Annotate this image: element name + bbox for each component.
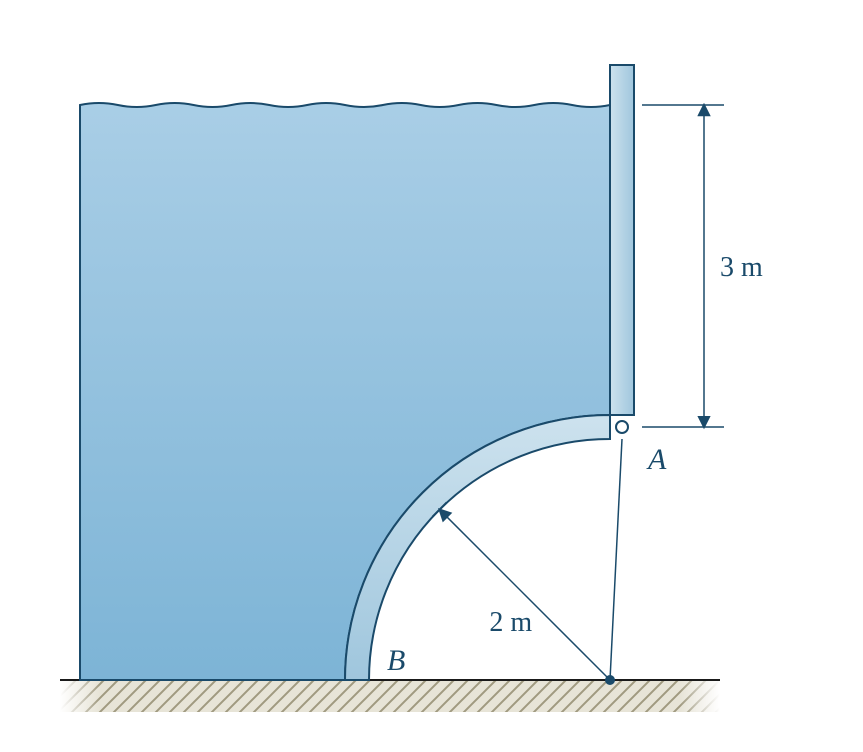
water-body — [80, 103, 610, 680]
vertical-plate — [610, 65, 634, 415]
line-a-to-center — [610, 439, 622, 680]
height-dimension: 3 m — [642, 105, 763, 427]
radius-dimension: 2 m — [433, 503, 610, 680]
radius-value: 2 m — [489, 607, 532, 638]
label-b: B — [387, 644, 405, 677]
ground — [60, 680, 720, 712]
pin-a — [616, 421, 628, 433]
height-value: 3 m — [720, 252, 763, 283]
label-a: A — [646, 443, 667, 476]
